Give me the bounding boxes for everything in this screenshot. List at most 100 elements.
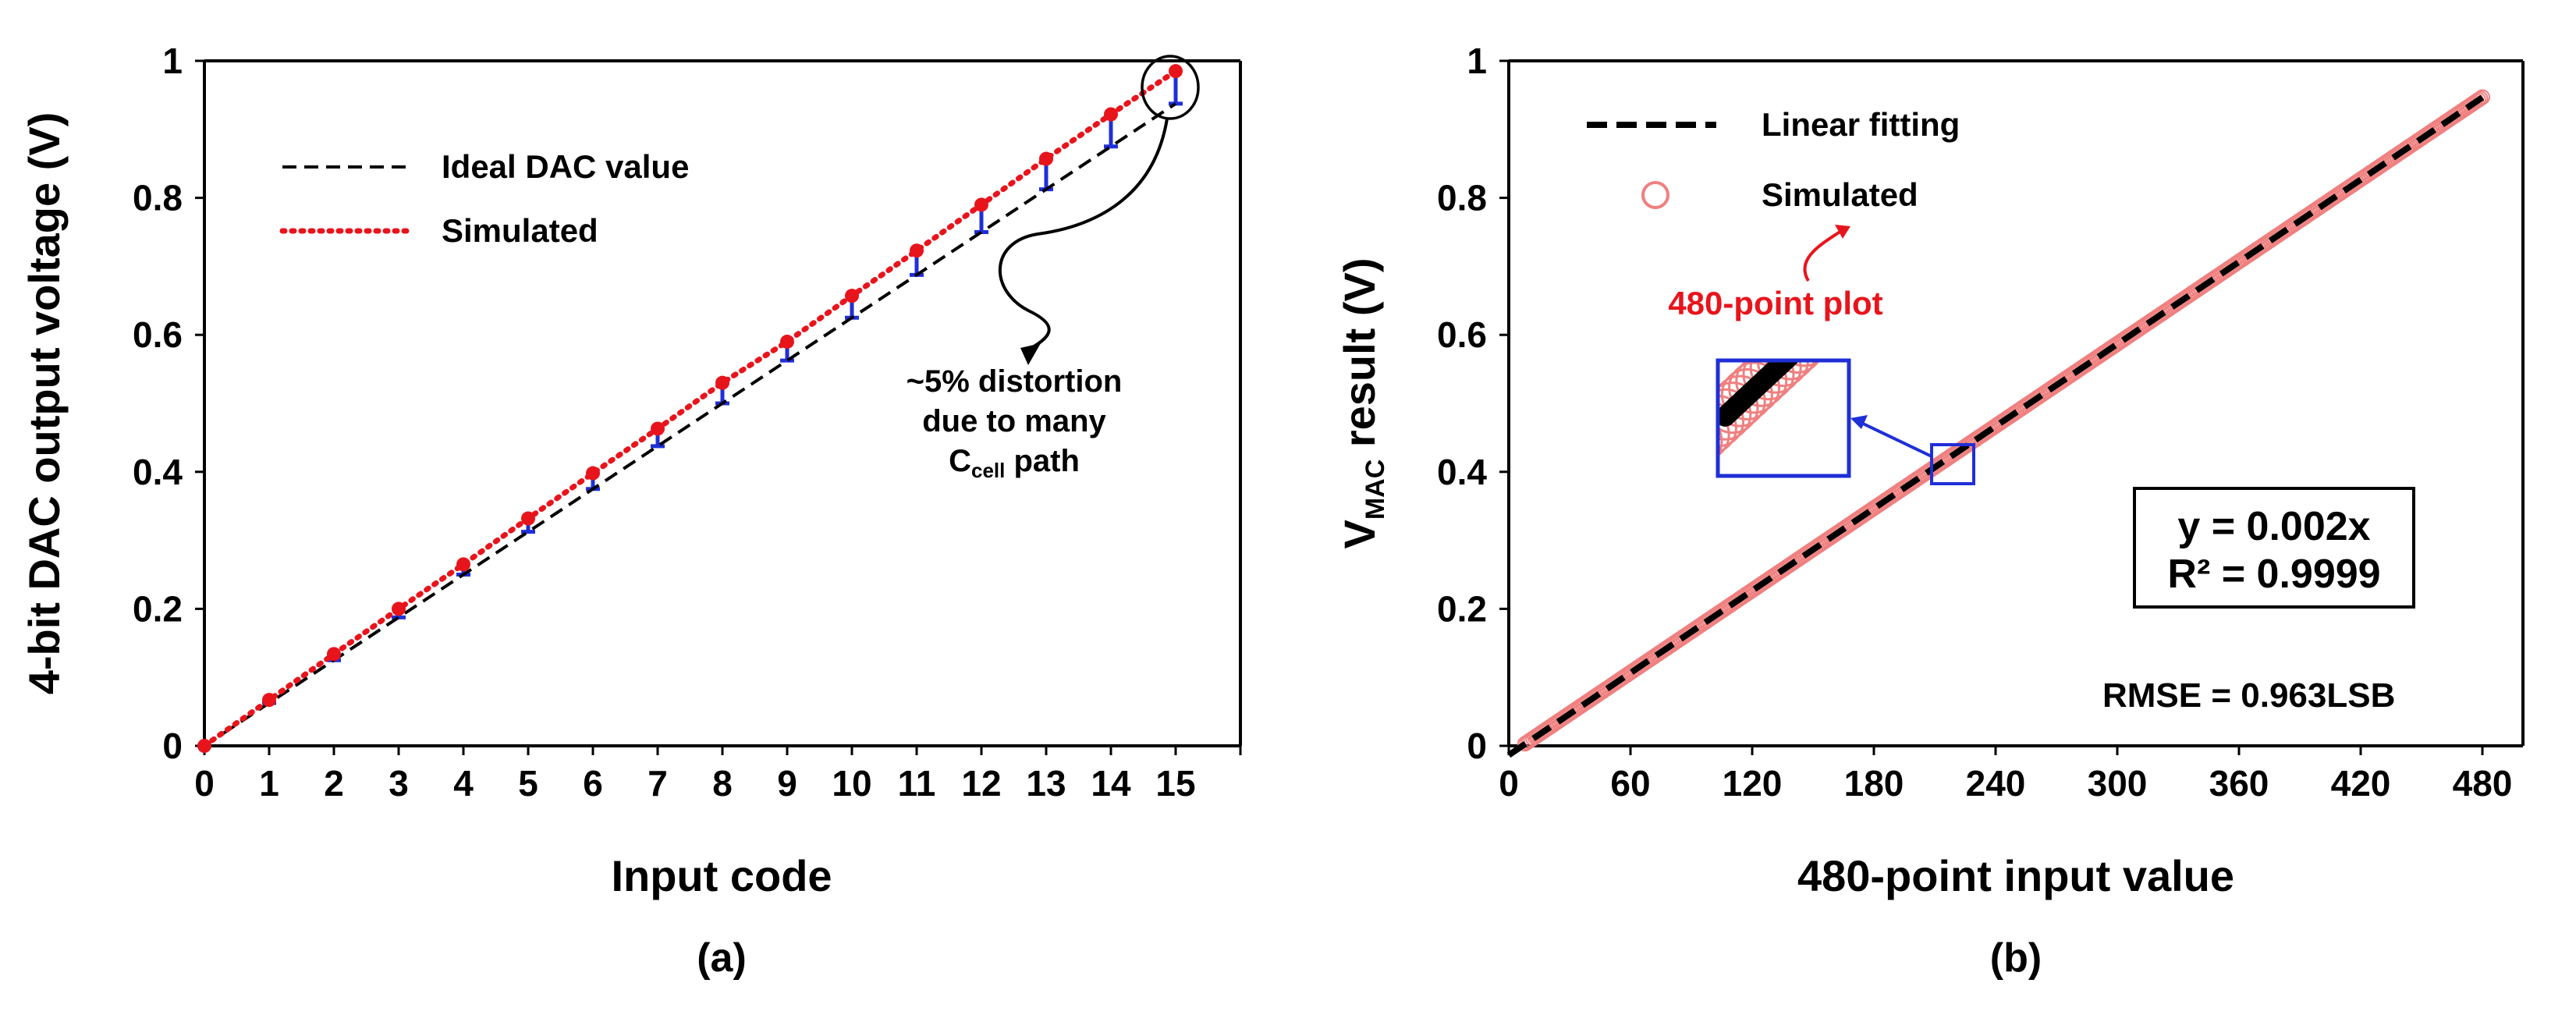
x-tick-label: 6 — [583, 763, 603, 804]
inset-simulated-circle — [1774, 360, 1820, 374]
x-tick-label: 420 — [2331, 763, 2391, 804]
simulated-point — [1039, 151, 1053, 166]
simulated-point — [1169, 64, 1183, 79]
chart-b-y-axis-title: VMAC result (V) — [1335, 257, 1390, 548]
point-count-annotation: 480-point plot — [1668, 225, 1883, 321]
x-tick-label: 12 — [961, 763, 1001, 804]
annotation-line-2: due to many — [922, 404, 1106, 438]
y-tick-label: 0.8 — [133, 178, 183, 218]
chart-a-y-axis-title: 4-bit DAC output voltage (V) — [20, 112, 69, 695]
simulated-circle — [2472, 90, 2489, 107]
x-tick-label: 60 — [1610, 763, 1650, 804]
inset-simulated-circle — [1718, 425, 1723, 457]
point-count-arrowhead — [1835, 225, 1850, 239]
rmse-label: RMSE = 0.963LSB — [2102, 676, 2395, 715]
distortion-highlight-circle — [1141, 55, 1200, 120]
inset-simulated-circle — [1742, 360, 1795, 401]
x-tick-label: 120 — [1723, 763, 1783, 804]
x-tick-label: 15 — [1155, 763, 1195, 804]
x-tick-label: 7 — [648, 763, 668, 804]
chart-b-x-axis-title: 480-point input value — [1797, 851, 2234, 900]
simulated-point — [780, 334, 794, 349]
chart-b: 0 60 120 180 240 300 360 420 480 00.20.40.60.81 … — [1335, 41, 2525, 981]
legend-simulated-circle — [1641, 181, 1669, 209]
x-tick-label: 14 — [1091, 763, 1131, 804]
y-tick-label: 0.2 — [133, 588, 183, 629]
simulated-point — [586, 466, 600, 481]
simulated-point — [262, 693, 276, 708]
x-tick-label: 480 — [2453, 763, 2513, 804]
inset-simulated-circle — [1735, 360, 1788, 407]
inset-simulated-circle — [1749, 360, 1802, 394]
zoom-inset — [1665, 358, 1851, 478]
x-tick-label: 1 — [259, 763, 279, 804]
inset-simulated-circle — [1665, 423, 1715, 473]
zoom-region-box — [1930, 443, 1975, 485]
x-tick-label: 0 — [1499, 763, 1519, 804]
x-tick-label: 2 — [324, 763, 344, 804]
inset-simulated-circle — [1718, 403, 1737, 453]
zoom-connector — [1861, 421, 1932, 458]
x-tick-label: 180 — [1844, 763, 1904, 804]
y-tick-label: 0.4 — [1437, 452, 1487, 492]
legend-ideal-label: Ideal DAC value — [442, 148, 689, 185]
inset-simulated-circle — [1718, 388, 1752, 441]
x-tick-label: 300 — [2088, 763, 2148, 804]
x-tick-label: 4 — [453, 763, 474, 804]
x-tick-label: 5 — [518, 763, 538, 804]
legend-linear-fitting-label: Linear fitting — [1762, 106, 1960, 143]
zoom-inset-frame — [1716, 358, 1851, 478]
fit-r-squared: R² = 0.9999 — [2167, 552, 2380, 597]
zoom-connector-arrowhead — [1850, 415, 1868, 429]
simulated-point — [197, 739, 211, 753]
chart-b-legend: Linear fitting Simulated — [1587, 106, 1960, 213]
point-count-label: 480-point plot — [1668, 285, 1882, 321]
chart-a-legend: Ideal DAC value Simulated — [279, 148, 689, 249]
simulated-point — [521, 511, 535, 526]
simulated-circle — [2475, 89, 2490, 105]
x-tick-label: 3 — [389, 763, 409, 804]
chart-b-caption: (b) — [1990, 935, 2042, 981]
y-tick-label: 0.4 — [133, 452, 183, 492]
simulated-circle — [2470, 91, 2486, 108]
inset-simulated-circle — [1787, 360, 1822, 367]
y-tick-label: 0.6 — [133, 314, 183, 355]
simulated-point — [651, 421, 665, 436]
simulated-point — [456, 557, 470, 572]
annotation-arrowhead — [1020, 343, 1041, 365]
x-tick-label: 9 — [777, 763, 797, 804]
y-tick-label: 1 — [162, 41, 183, 81]
series-simulated-line — [201, 68, 1179, 749]
legend-simulated-label: Simulated — [442, 212, 598, 249]
x-tick-label: 0 — [194, 763, 215, 804]
simulated-point — [327, 647, 341, 662]
simulated-point — [845, 289, 859, 303]
series-ideal-dac-line — [203, 102, 1177, 747]
fit-equation-box — [2133, 487, 2415, 609]
simulated-point — [1104, 107, 1118, 122]
series-linear-fitting-line — [1506, 94, 2485, 758]
y-tick-label: 0.2 — [1437, 588, 1487, 629]
x-tick-label: 13 — [1026, 763, 1066, 804]
simulated-point — [392, 602, 406, 616]
x-tick-label: 11 — [898, 763, 936, 804]
annotation-line-3: Ccell path — [949, 444, 1080, 482]
x-tick-label: 10 — [832, 763, 871, 804]
inset-simulated-circle — [1718, 382, 1759, 435]
annotation-line-1: ~5% distortion — [907, 364, 1123, 399]
fit-equation: y = 0.002x — [2177, 504, 2370, 549]
chart-a-caption: (a) — [697, 935, 747, 981]
x-tick-label: 8 — [712, 763, 733, 804]
chart-a: 0 1 2 3 4 5 6 7 8 9 10 11 12 13 14 15 00.20.40.60.81 Id… — [20, 41, 1242, 981]
simulated-point — [974, 197, 988, 212]
x-tick-label: 360 — [2209, 763, 2269, 804]
y-tick-label: 0.8 — [1437, 178, 1487, 218]
inset-simulated-circle — [1718, 412, 1730, 457]
inset-simulated-circle — [1720, 367, 1773, 421]
simulated-point — [715, 375, 729, 390]
y-tick-label: 0.6 — [1437, 314, 1487, 355]
inset-simulated-circle — [1718, 374, 1766, 428]
annotation-arrow — [999, 118, 1169, 350]
simulated-point — [910, 243, 924, 258]
